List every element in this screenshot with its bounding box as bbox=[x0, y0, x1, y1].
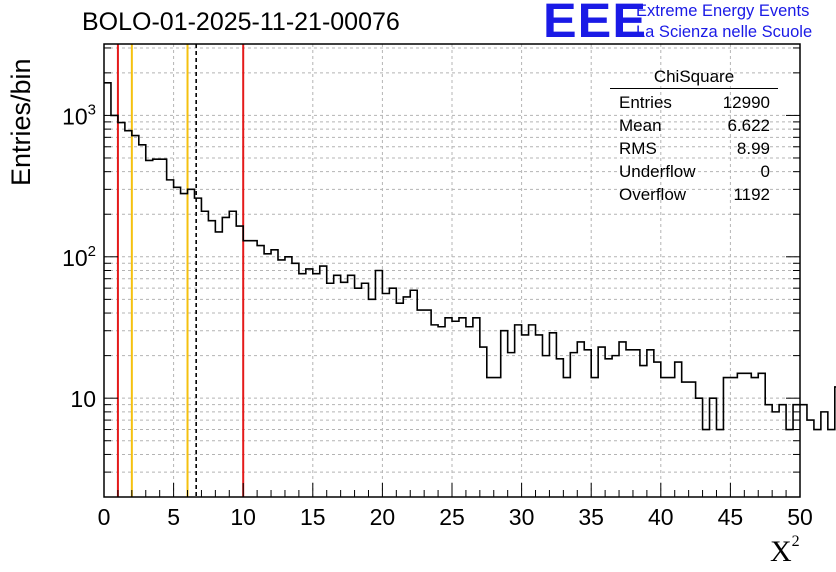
x-axis-label-exponent: 2 bbox=[791, 533, 800, 550]
y-tick-label-exponent: 3 bbox=[88, 101, 96, 118]
y-tick-label: 10 bbox=[70, 386, 96, 412]
x-tick-label: 0 bbox=[98, 504, 111, 530]
stats-label: RMS bbox=[619, 139, 657, 158]
x-tick-label: 15 bbox=[300, 504, 326, 530]
y-axis-label: Entries/bin bbox=[6, 58, 36, 186]
x-tick-label: 10 bbox=[230, 504, 256, 530]
logo-line-1: Extreme Energy Events bbox=[636, 2, 810, 20]
stats-value: 12990 bbox=[722, 93, 770, 112]
stats-row: Overflow 1192 bbox=[610, 183, 778, 206]
x-tick-label: 40 bbox=[648, 504, 674, 530]
y-tick-label-base: 10 bbox=[70, 386, 96, 412]
x-axis: 0 5 10 15 20 25 30 35 40 45 50 bbox=[98, 483, 813, 530]
stats-rows: Entries 12990 Mean 6.622 RMS 8.99 Underflow 0 Ov… bbox=[610, 91, 778, 206]
y-tick-label-base: 10 bbox=[62, 103, 88, 129]
histogram-series bbox=[104, 82, 836, 431]
stats-label: Overflow bbox=[619, 185, 687, 204]
y-tick-label-exponent: 2 bbox=[88, 243, 96, 260]
stats-value: 1192 bbox=[733, 185, 770, 204]
y-tick-label: 102 bbox=[62, 243, 96, 271]
stats-label: Underflow bbox=[619, 162, 696, 181]
logo-line-2: La Scienza nelle Scuole bbox=[636, 23, 813, 41]
x-tick-label: 30 bbox=[509, 504, 535, 530]
stats-box: ChiSquare Entries 12990 Mean 6.622 RMS 8.99 Un… bbox=[610, 67, 778, 206]
stats-value: 0 bbox=[760, 162, 770, 181]
stats-value: 6.622 bbox=[727, 116, 770, 135]
grid-lines bbox=[104, 44, 800, 498]
stats-row: Underflow 0 bbox=[610, 160, 778, 183]
x-axis-label: X2 bbox=[770, 533, 800, 569]
stats-box-title: ChiSquare bbox=[610, 67, 778, 89]
stats-label: Mean bbox=[619, 116, 662, 135]
stats-row: Entries 12990 bbox=[610, 91, 778, 114]
x-tick-label: 50 bbox=[787, 504, 813, 530]
stats-row: RMS 8.99 bbox=[610, 137, 778, 160]
chart-title: BOLO-01-2025-11-21-00076 bbox=[82, 8, 400, 36]
x-tick-label: 20 bbox=[370, 504, 396, 530]
x-tick-label: 45 bbox=[718, 504, 744, 530]
x-tick-label: 25 bbox=[439, 504, 465, 530]
x-tick-label: 5 bbox=[167, 504, 180, 530]
y-tick-label-base: 10 bbox=[62, 245, 88, 271]
stats-value: 8.99 bbox=[736, 139, 770, 158]
x-tick-label: 35 bbox=[578, 504, 604, 530]
y-tick-label: 103 bbox=[62, 101, 96, 129]
stats-label: Entries bbox=[619, 93, 672, 112]
x-axis-label-base: X bbox=[770, 535, 792, 568]
eee-logo: EEE bbox=[543, 0, 647, 48]
stats-row: Mean 6.622 bbox=[610, 114, 778, 137]
